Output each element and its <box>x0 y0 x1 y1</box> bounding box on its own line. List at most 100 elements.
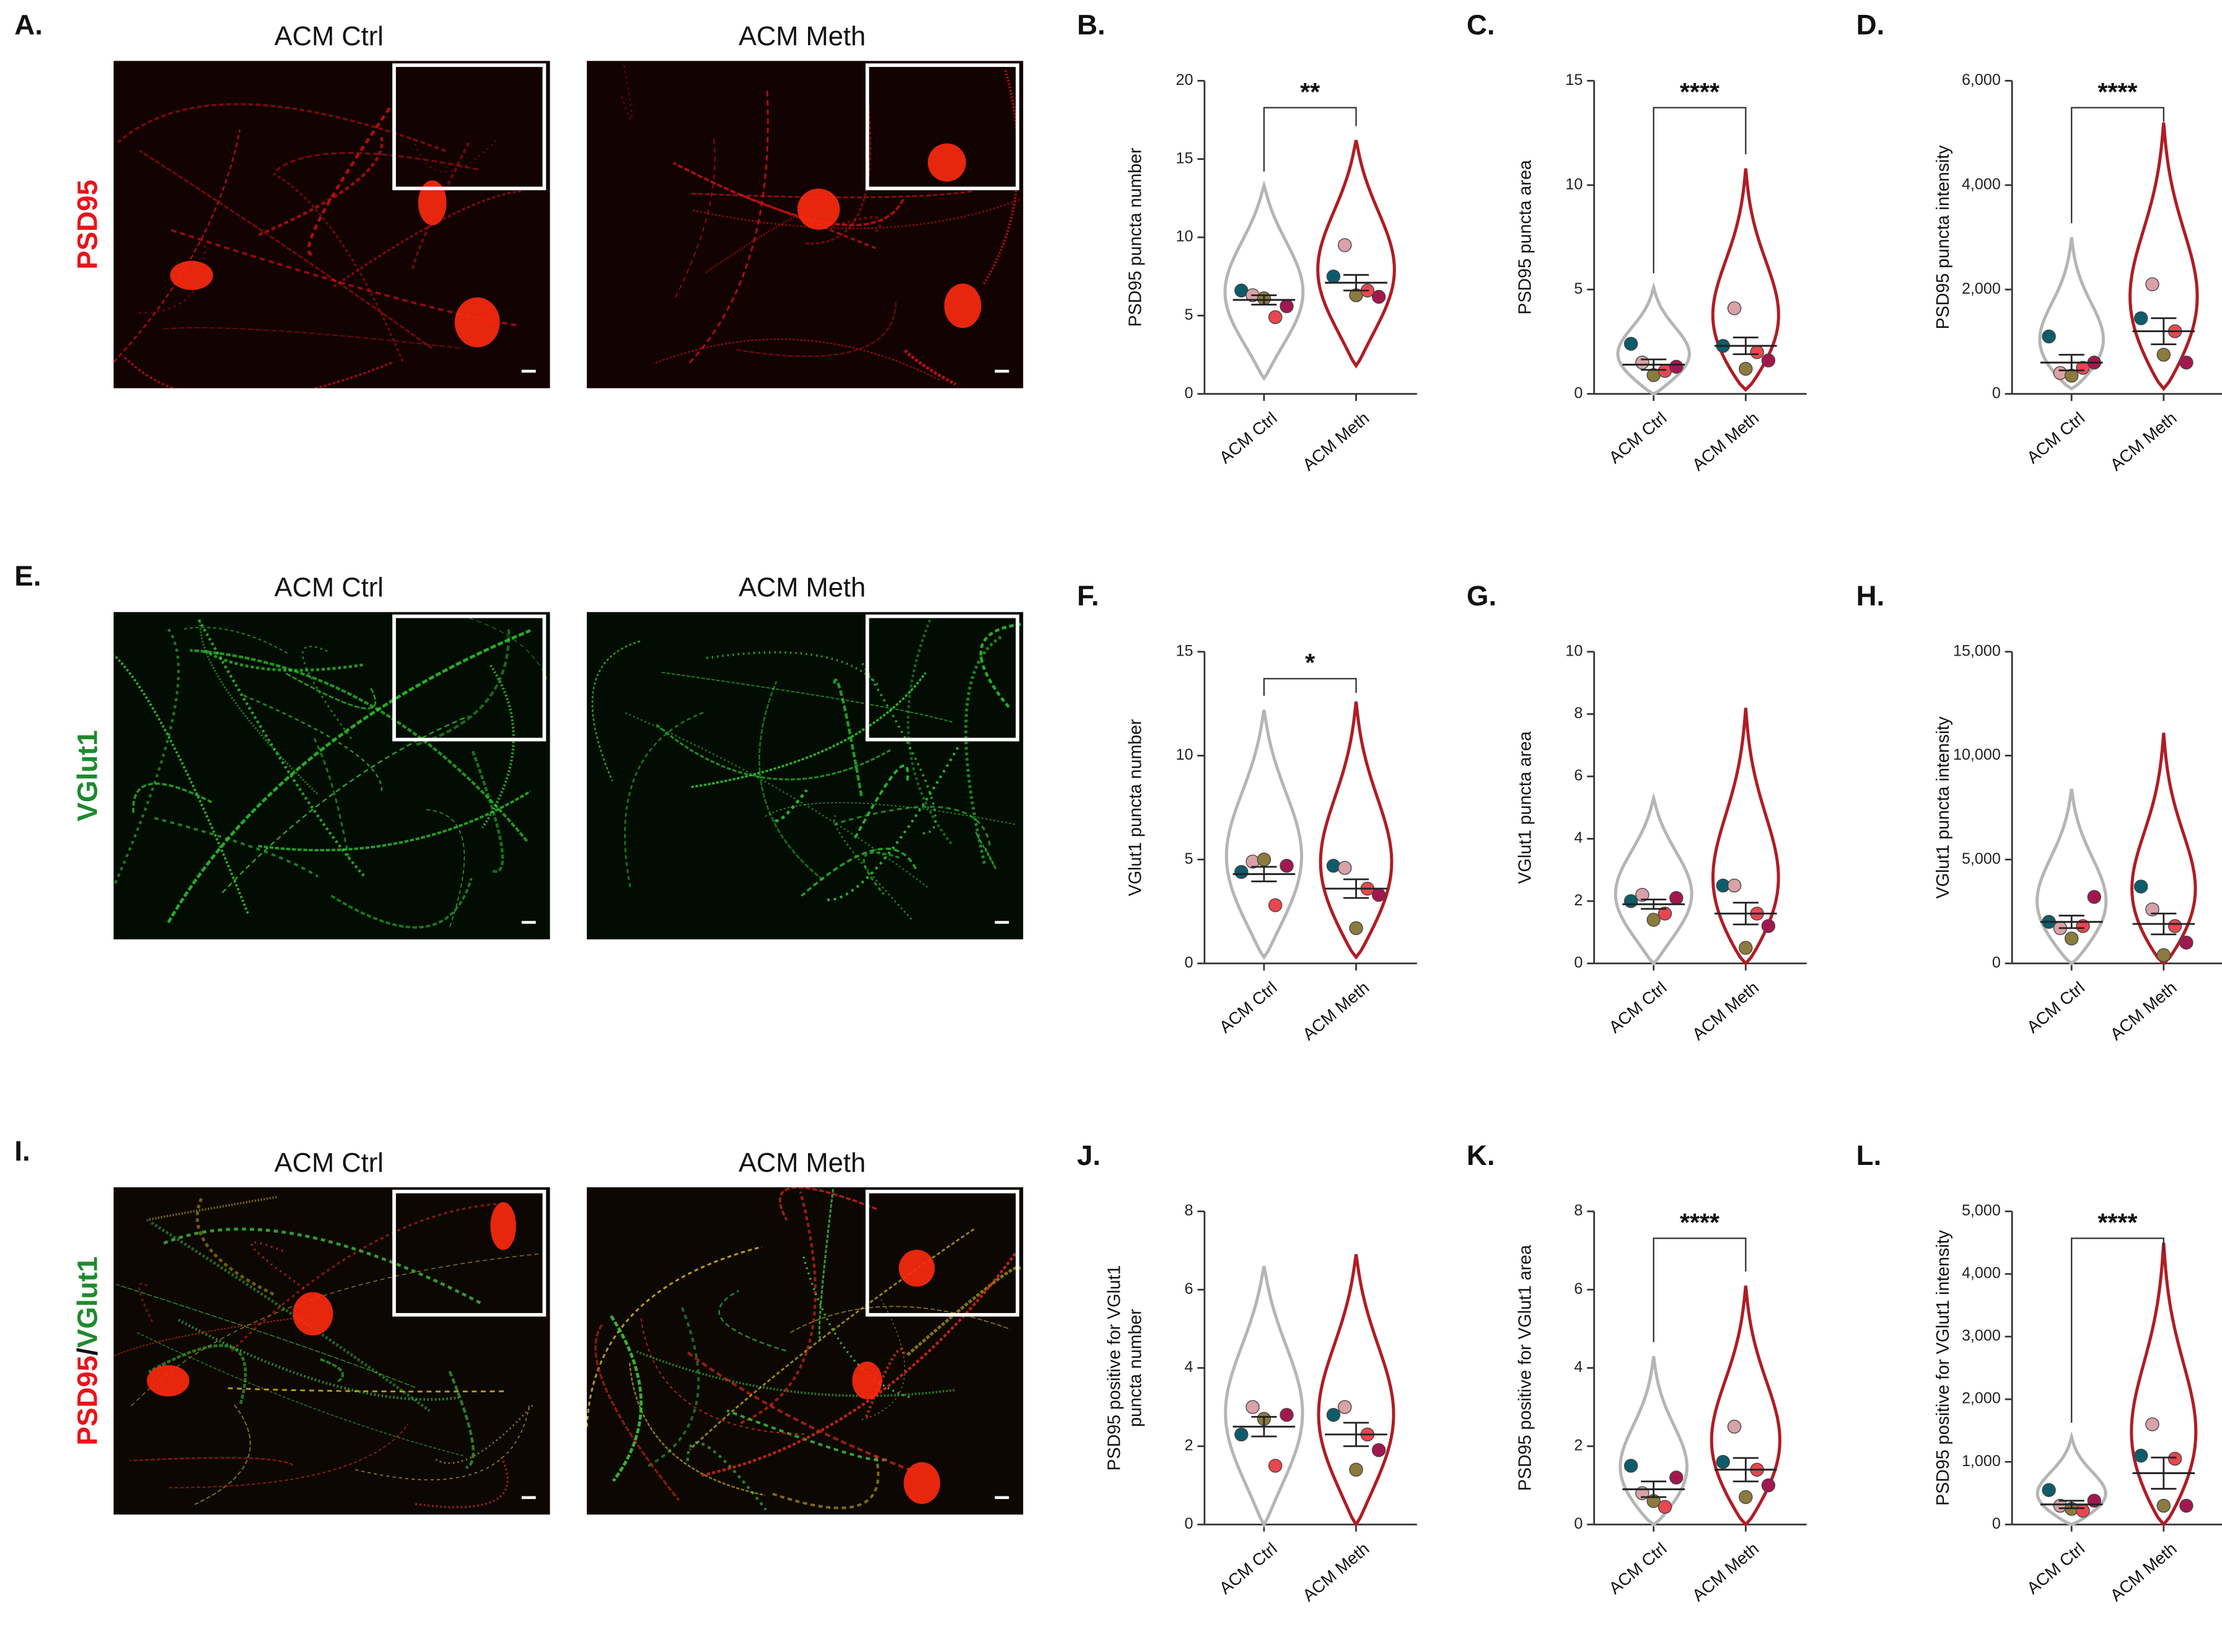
neurite <box>964 634 1004 864</box>
neurite <box>661 672 953 723</box>
inset-box <box>865 1190 1019 1317</box>
neurite <box>688 90 769 364</box>
violin <box>1710 1285 1781 1527</box>
x-tick-label: ACM Meth <box>2106 408 2180 475</box>
significance-bracket <box>1653 107 1747 273</box>
sem-bar <box>2151 912 2177 936</box>
soma <box>454 297 500 348</box>
neurite <box>146 1195 277 1221</box>
violin <box>2038 237 2106 391</box>
data-point <box>2179 1498 2193 1513</box>
neurite <box>302 645 353 739</box>
data-point <box>1280 299 1294 314</box>
stain-label: PSD95/VGlut1 <box>72 1257 103 1446</box>
y-tick-label: 4 <box>1574 1358 1583 1376</box>
data-point <box>2134 1448 2148 1463</box>
data-point <box>2179 355 2193 370</box>
data-point <box>1635 887 1649 902</box>
soma <box>418 180 447 226</box>
soma <box>898 1249 935 1287</box>
data-point <box>2042 329 2056 344</box>
y-tick-label: 20 <box>1176 71 1193 89</box>
neurite <box>621 64 633 121</box>
x-tick-label: ACM Ctrl <box>1216 408 1281 467</box>
y-tick-label: 6 <box>1574 767 1583 784</box>
neurite <box>148 1344 247 1405</box>
neurite <box>320 1358 345 1383</box>
neurite <box>827 745 960 902</box>
neurite <box>199 622 320 796</box>
neurite <box>675 138 716 298</box>
data-point <box>1234 1427 1249 1442</box>
data-point <box>2042 1483 2056 1497</box>
data-point <box>2134 311 2148 325</box>
x-tick-label: ACM Ctrl <box>2023 1539 2088 1597</box>
image-title: ACM Ctrl <box>274 573 384 603</box>
y-tick-label: 10 <box>1176 228 1193 245</box>
data-point <box>2145 277 2159 291</box>
data-point <box>1268 1459 1283 1473</box>
data-point <box>1338 861 1352 875</box>
neurite <box>413 137 499 173</box>
panel-letter: D. <box>1856 9 1885 41</box>
neurite <box>481 664 515 828</box>
data-point <box>1623 1459 1638 1473</box>
data-point <box>1739 1490 1753 1505</box>
neurite <box>415 629 511 747</box>
neurite <box>758 680 824 881</box>
violin <box>1614 793 1693 966</box>
neurite <box>804 105 872 245</box>
sem-bar <box>1343 274 1369 292</box>
stain-part: PSD95 <box>72 180 103 270</box>
stain-label: PSD95 <box>72 180 103 270</box>
data-point <box>2087 890 2101 904</box>
neurite <box>640 1318 804 1435</box>
neurite <box>774 789 808 822</box>
data-point <box>2145 1417 2159 1431</box>
data-point <box>1371 289 1386 304</box>
y-tick-label: 2 <box>1574 1437 1583 1454</box>
image-content <box>114 1195 542 1508</box>
sem-bar <box>1641 1480 1667 1498</box>
image-bg <box>113 612 550 939</box>
y-tick-label: 1,000 <box>1962 1452 2001 1470</box>
violin <box>1224 710 1304 960</box>
y-axis-label: PSD95 positive for VGlut1 intensity <box>1933 1229 1953 1505</box>
neurite <box>116 1284 416 1388</box>
image-bg <box>587 612 1024 939</box>
y-tick-label: 6 <box>1574 1280 1583 1298</box>
data-point <box>1623 336 1638 351</box>
image-content <box>113 103 524 389</box>
neurite <box>162 1228 481 1304</box>
data-point <box>1349 1462 1363 1477</box>
neurite <box>648 1305 700 1467</box>
image-content <box>587 1187 1021 1511</box>
neurite <box>313 737 349 858</box>
data-point <box>1234 865 1249 879</box>
data-point <box>2134 879 2148 894</box>
soma <box>292 1292 333 1336</box>
y-tick-label: 2,000 <box>1962 1390 2001 1407</box>
neurite <box>130 1457 294 1466</box>
data-point <box>1727 1420 1742 1434</box>
significance-label: **** <box>1680 77 1719 106</box>
data-point <box>2145 902 2159 916</box>
y-tick-label: 3,000 <box>1962 1327 2001 1345</box>
neurite <box>789 1306 1011 1333</box>
neurite <box>587 1246 762 1427</box>
significance-bracket <box>1263 678 1357 696</box>
soma <box>928 143 966 182</box>
neurite <box>169 1423 409 1488</box>
neurite <box>181 626 288 654</box>
neurite <box>230 1203 496 1353</box>
data-point <box>1268 310 1283 325</box>
data-point <box>1761 353 1776 367</box>
inset-box <box>865 614 1019 742</box>
data-point <box>2053 366 2068 380</box>
y-axis-label: PSD95 positive for VGlut1 <box>1104 1265 1124 1471</box>
data-point <box>2167 919 2182 933</box>
y-tick-label: 0 <box>1185 1515 1193 1532</box>
x-tick-label: ACM Meth <box>1299 1539 1372 1605</box>
soma <box>147 1364 190 1397</box>
